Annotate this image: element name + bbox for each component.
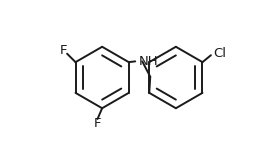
Text: NH: NH — [139, 55, 158, 68]
Text: Cl: Cl — [214, 47, 226, 60]
Text: F: F — [60, 44, 68, 57]
Text: F: F — [94, 117, 101, 130]
